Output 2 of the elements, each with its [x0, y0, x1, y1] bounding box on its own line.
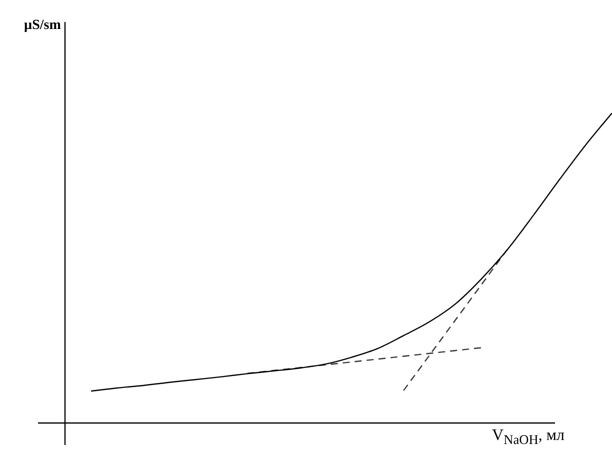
- text: µS/sm: [24, 18, 61, 34]
- x-axis-title: V$_{NaOH}$, мл: [492, 427, 564, 448]
